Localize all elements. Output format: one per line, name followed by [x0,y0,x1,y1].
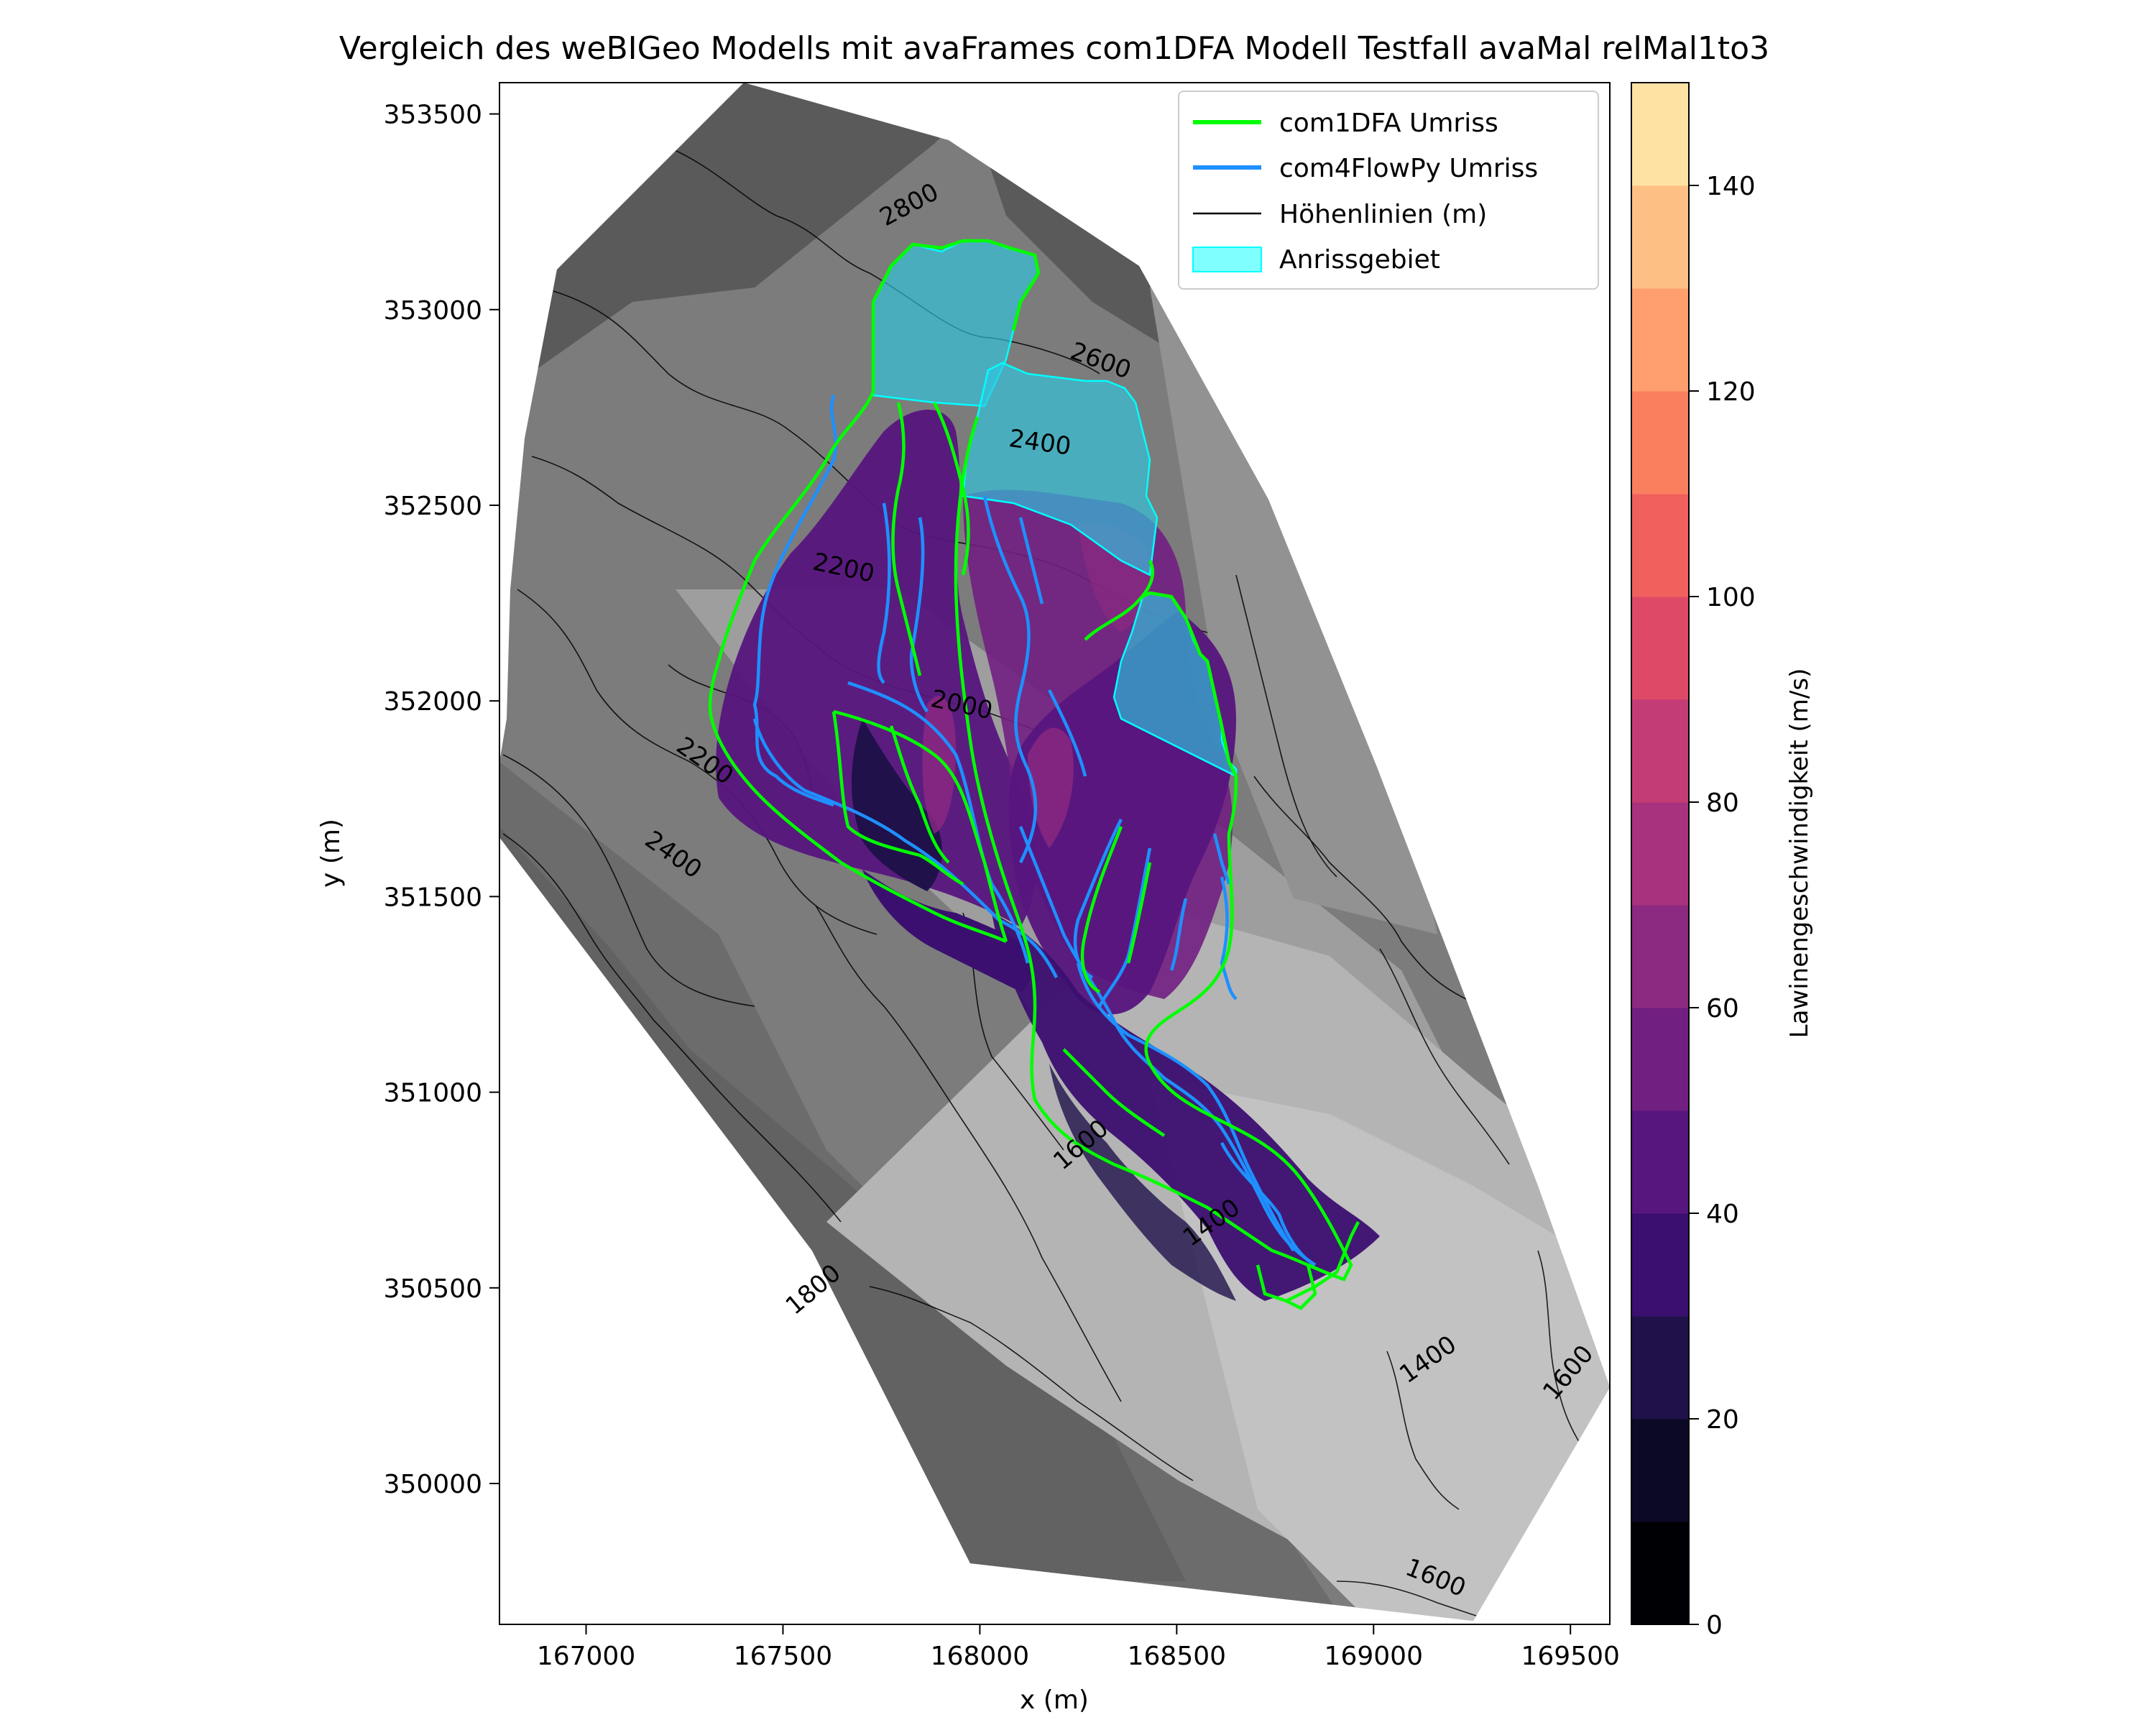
y-tick-label: 351500 [384,883,482,912]
com1dfa-outline [954,416,1353,1282]
colorbar-band [1631,905,1689,1008]
colorbar-band [1631,185,1689,289]
y-tick-label: 353000 [384,296,482,326]
y-tick-label: 353500 [384,101,482,130]
colorbar-band [1631,597,1689,700]
colorbar-tick-label: 40 [1706,1200,1739,1229]
release-areas [872,239,1238,778]
com4flowpy-outline [1220,1141,1317,1267]
legend-swatch-anrissgebiet [1192,247,1262,272]
colorbar-tick-label: 20 [1706,1405,1739,1435]
com1dfa-outline [831,711,964,886]
com4flowpy-outline [1220,876,1238,1000]
x-tick-label: 167000 [537,1642,635,1671]
x-tick-label: 168500 [1128,1642,1226,1671]
colorbar-band [1631,802,1689,906]
colorbar-tick-label: 120 [1706,377,1756,407]
colorbar-tick-label: 140 [1706,172,1756,201]
chart-title: Vergleich des weBIGeo Modells mit avaFra… [339,30,1769,67]
com1dfa-outline [1126,862,1152,964]
legend-label-hoehenlinien: Höhenlinien (m) [1279,200,1487,229]
release-area [962,362,1158,576]
com4flowpy-outline [1169,898,1188,971]
com4flowpy-outline [982,495,1038,864]
com4flowpy-outline [1073,818,1123,980]
com4flowpy-outline [1047,689,1087,777]
com1dfa-outline [833,709,1008,942]
plot-frame [499,82,1611,1625]
colorbar-band [1631,288,1689,392]
com1dfa-outline [891,402,922,676]
com4flowpy-outline [877,502,891,684]
y-axis-label: y (m) [316,819,346,888]
colorbar-band [1631,1008,1689,1111]
x-tick-label: 168000 [931,1642,1029,1671]
com4flowpy-outline [847,681,1030,964]
com1dfa-outline [708,302,1008,944]
com4flowpy-outline [909,517,929,713]
colorbar-band [1631,699,1689,803]
y-tick-label: 352000 [384,687,482,717]
x-tick-label: 169500 [1521,1642,1619,1671]
com4flowpy-outline [1018,826,1317,1266]
com1dfa-outline [1256,1220,1360,1303]
y-tick-label: 350000 [384,1470,482,1499]
com1dfa-outline [889,725,950,864]
colorbar-band [1631,83,1689,186]
com1dfa-outline [1285,1264,1317,1310]
com1dfa-outline [1084,559,1155,641]
x-tick-label: 167500 [734,1642,832,1671]
x-tick-label: 169000 [1325,1642,1423,1671]
colorbar-label: Lawinengeschwindigkeit (m/s) [1785,668,1814,1039]
colorbar-band [1631,1110,1689,1214]
legend-label-com4flowpy: com4FlowPy Umriss [1279,154,1538,183]
colorbar-tick-label: 0 [1706,1611,1723,1640]
colorbar-tick-label: 80 [1706,788,1739,818]
com4flowpy-outline [1212,833,1231,885]
com1dfa-outline [1062,1048,1166,1137]
legend: com1DFA Umriss com4FlowPy Umriss Höhenli… [1178,91,1599,290]
com1dfa-outlines [708,239,1360,1310]
x-axis: 167000 167500 168000 168500 169000 169500 [537,1624,1620,1671]
colorbar-band [1631,391,1689,494]
com1dfa-outline [871,239,1041,331]
y-axis: 350000 350500 351000 351500 352000 352500 3530… [384,101,499,1499]
y-tick-label: 350500 [384,1274,482,1304]
legend-label-anrissgebiet: Anrissgebiet [1279,245,1440,275]
colorbar-frame [1631,82,1690,1625]
com4flowpy-outline [752,395,838,807]
x-axis-label: x (m) [1020,1685,1089,1715]
com4flowpy-outline [1097,847,1152,1008]
colorbar-band [1631,1522,1689,1625]
legend-box [1178,91,1599,290]
com4flowpy-outlines [752,395,1317,1267]
y-tick-label: 351000 [384,1079,482,1108]
colorbar-tick-label: 100 [1706,583,1756,612]
com4flowpy-outline [1018,517,1044,604]
com1dfa-outline [932,401,970,576]
colorbar-band [1631,1316,1689,1420]
legend-label-com1dfa: com1DFA Umriss [1279,109,1498,138]
colorbar: 0 20 40 60 80 100 120 140 [1631,83,1756,1640]
y-tick-label: 352500 [384,492,482,521]
com1dfa-outline [1080,826,1123,994]
colorbar-band [1631,1213,1689,1317]
com1dfa-outline [1141,591,1238,778]
colorbar-band [1631,494,1689,597]
colorbar-band [1631,1419,1689,1522]
colorbar-tick-label: 60 [1706,994,1739,1024]
